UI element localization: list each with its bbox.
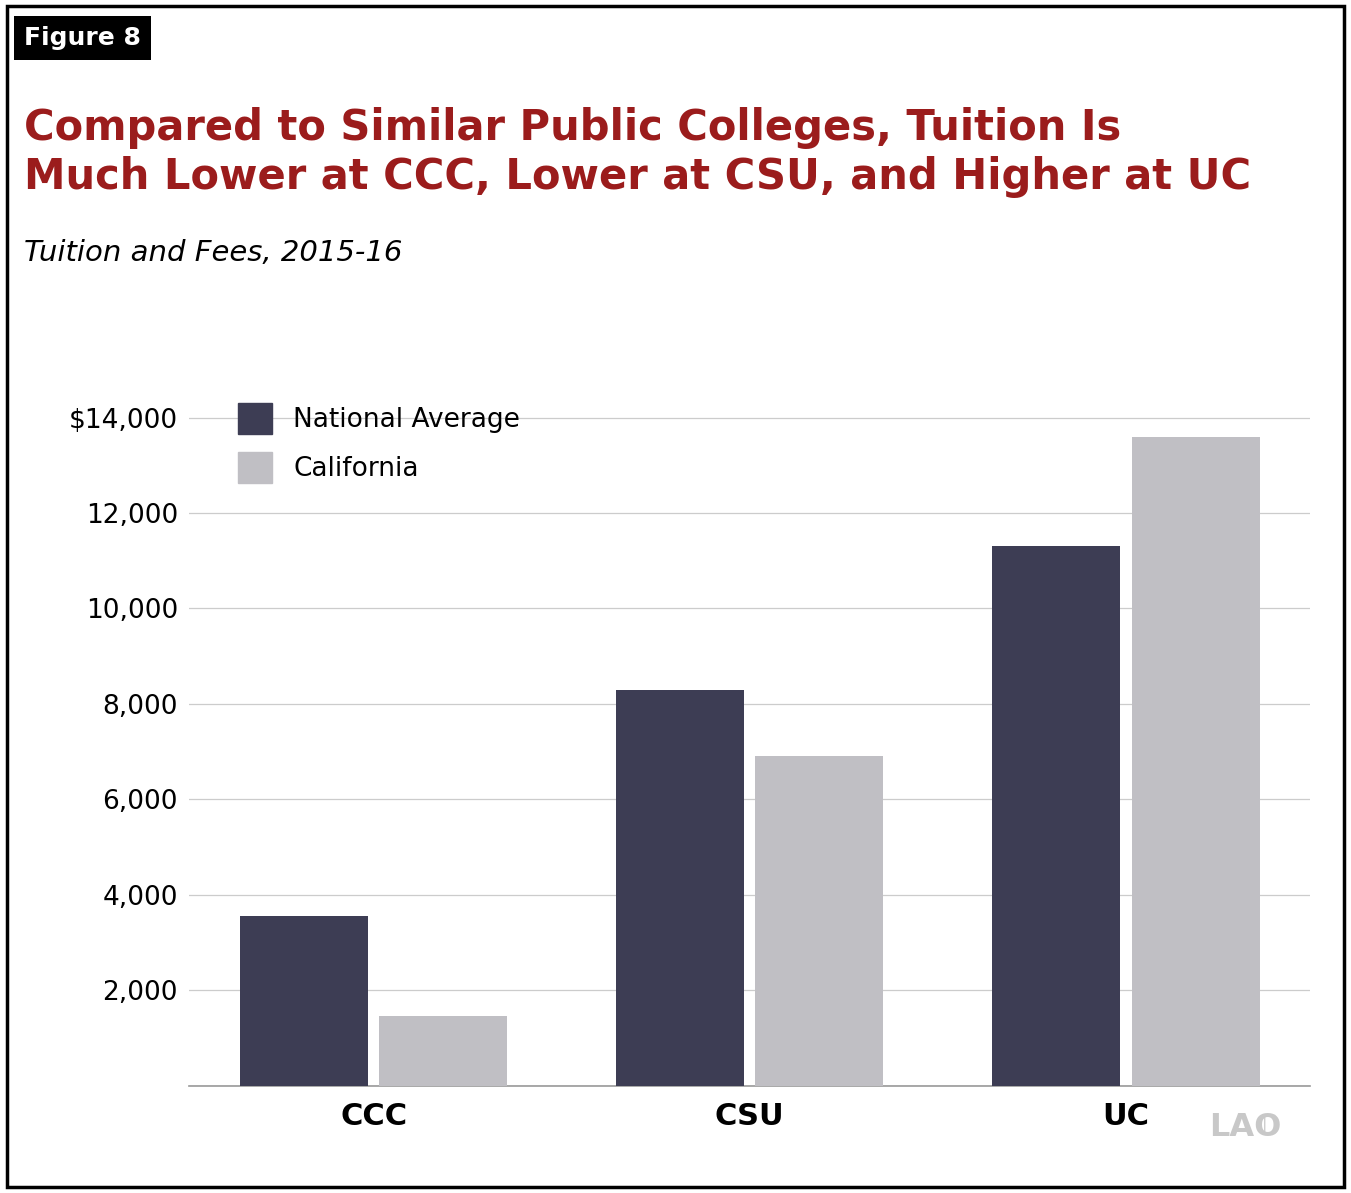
Bar bbox=[755, 756, 884, 1086]
Text: ⛪: ⛪ bbox=[1263, 1114, 1277, 1133]
Legend: National Average, California: National Average, California bbox=[224, 390, 534, 496]
Text: Compared to Similar Public Colleges, Tuition Is
Much Lower at CCC, Lower at CSU,: Compared to Similar Public Colleges, Tui… bbox=[24, 107, 1251, 198]
Bar bbox=[993, 546, 1120, 1086]
Bar bbox=[380, 1016, 507, 1086]
Text: Figure 8: Figure 8 bbox=[24, 26, 142, 50]
Bar bbox=[240, 916, 367, 1086]
Text: LAO: LAO bbox=[1209, 1112, 1282, 1143]
Bar bbox=[616, 690, 744, 1086]
Bar bbox=[1132, 437, 1259, 1086]
Text: Tuition and Fees, 2015-16: Tuition and Fees, 2015-16 bbox=[24, 239, 403, 266]
